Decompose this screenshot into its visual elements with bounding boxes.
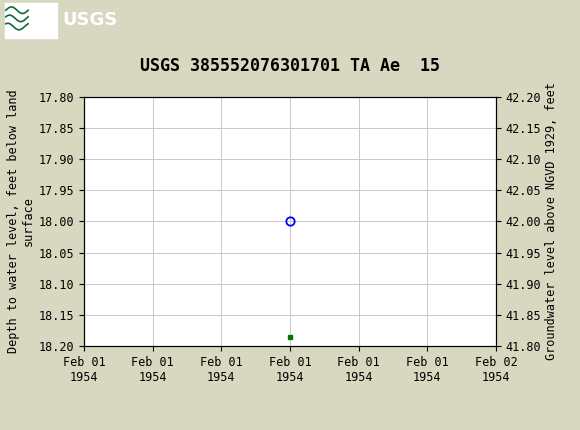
Y-axis label: Depth to water level, feet below land
surface: Depth to water level, feet below land su… <box>6 89 35 353</box>
Text: USGS: USGS <box>63 12 118 29</box>
FancyBboxPatch shape <box>5 3 57 37</box>
Legend: Period of approved data: Period of approved data <box>187 427 393 430</box>
Text: USGS 385552076301701 TA Ae  15: USGS 385552076301701 TA Ae 15 <box>140 57 440 75</box>
Y-axis label: Groundwater level above NGVD 1929, feet: Groundwater level above NGVD 1929, feet <box>545 83 559 360</box>
